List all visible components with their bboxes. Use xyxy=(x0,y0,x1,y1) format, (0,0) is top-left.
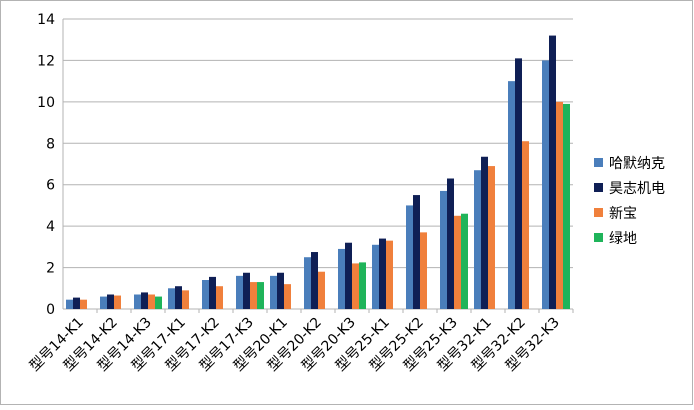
bar xyxy=(563,103,570,309)
bar xyxy=(556,101,563,309)
bar xyxy=(461,213,468,309)
bar xyxy=(440,190,447,309)
bar xyxy=(474,170,481,309)
bar xyxy=(243,272,250,309)
bar xyxy=(100,296,107,309)
bar xyxy=(549,35,556,309)
bar xyxy=(379,238,386,309)
bar xyxy=(406,205,413,309)
bar xyxy=(66,299,73,309)
y-tick-label: 0 xyxy=(46,302,55,318)
bar xyxy=(236,275,243,309)
bar xyxy=(372,244,379,309)
bar xyxy=(270,275,277,309)
bar xyxy=(182,290,189,309)
legend-swatch xyxy=(594,183,603,192)
y-tick-label: 8 xyxy=(46,136,55,152)
bar xyxy=(216,286,223,309)
y-tick-label: 6 xyxy=(46,178,55,194)
bar xyxy=(318,271,325,309)
bar xyxy=(148,294,155,309)
bar xyxy=(141,292,148,309)
bar xyxy=(80,299,87,309)
legend-label: 绿地 xyxy=(609,231,637,247)
legend-label: 新宝 xyxy=(609,206,637,222)
bar xyxy=(175,286,182,309)
y-tick-label: 10 xyxy=(37,95,55,111)
bar xyxy=(386,240,393,309)
y-tick-label: 14 xyxy=(37,12,55,28)
y-tick-label: 12 xyxy=(37,53,55,69)
bar xyxy=(454,215,461,309)
bar xyxy=(345,242,352,309)
bar xyxy=(107,294,114,309)
bar xyxy=(257,282,264,309)
legend-swatch xyxy=(594,233,603,242)
legend-label: 昊志机电 xyxy=(609,181,665,197)
bar xyxy=(304,257,311,309)
bar xyxy=(155,296,162,309)
bar xyxy=(338,248,345,309)
legend-label: 哈默纳克 xyxy=(609,156,665,172)
y-tick-label: 2 xyxy=(46,261,55,277)
bar xyxy=(209,276,216,309)
bar xyxy=(508,81,515,310)
bar xyxy=(311,252,318,309)
bar xyxy=(542,60,549,309)
bar xyxy=(134,294,141,309)
bar xyxy=(352,263,359,309)
bar xyxy=(114,295,121,309)
bar xyxy=(481,156,488,309)
bar xyxy=(413,195,420,309)
legend-swatch xyxy=(594,208,603,217)
bar xyxy=(284,284,291,309)
bar xyxy=(447,178,454,309)
bar xyxy=(277,272,284,309)
bar xyxy=(73,297,80,309)
bar xyxy=(250,282,257,309)
bar xyxy=(515,58,522,309)
bar xyxy=(488,166,495,309)
bar xyxy=(522,141,529,309)
legend-swatch xyxy=(594,158,603,167)
bar xyxy=(168,288,175,309)
bar xyxy=(202,280,209,309)
bar xyxy=(420,232,427,309)
y-tick-label: 4 xyxy=(46,219,55,235)
bar xyxy=(359,262,366,309)
